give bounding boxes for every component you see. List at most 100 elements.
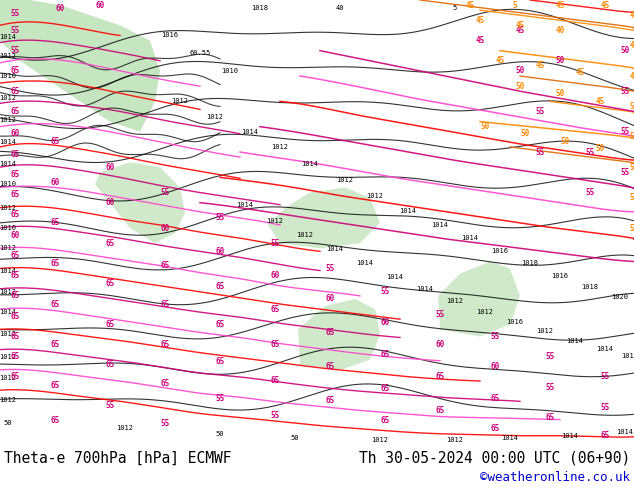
Text: 65: 65 [325, 362, 335, 371]
Text: 60: 60 [105, 163, 115, 172]
Text: 1020: 1020 [612, 294, 628, 300]
Text: 1014: 1014 [399, 208, 417, 214]
Text: 65: 65 [105, 279, 115, 288]
Text: 1012: 1012 [297, 232, 313, 238]
Text: 60: 60 [10, 231, 20, 240]
Text: 1012: 1012 [172, 98, 188, 104]
Text: 65: 65 [50, 381, 60, 390]
Text: 1018: 1018 [581, 284, 598, 290]
Text: 65: 65 [10, 67, 20, 75]
Text: 50: 50 [555, 89, 565, 98]
Polygon shape [0, 0, 160, 132]
Polygon shape [268, 188, 380, 248]
Text: 45: 45 [515, 26, 524, 35]
Text: 60: 60 [160, 223, 170, 233]
Text: 5: 5 [513, 0, 517, 10]
Text: 55: 55 [490, 332, 500, 341]
Text: 1012: 1012 [207, 114, 224, 120]
Text: 50: 50 [630, 193, 634, 202]
Text: 65: 65 [105, 360, 115, 369]
Text: 65: 65 [216, 357, 224, 367]
Text: 65: 65 [10, 292, 20, 300]
Text: 65: 65 [10, 87, 20, 96]
Text: 1014: 1014 [0, 309, 16, 315]
Text: 60: 60 [55, 3, 65, 13]
Text: 1012: 1012 [0, 397, 16, 403]
Text: 60: 60 [50, 178, 60, 187]
Text: 1016: 1016 [162, 32, 179, 39]
Text: 1012: 1012 [0, 117, 16, 122]
Text: 65: 65 [10, 251, 20, 260]
Text: 1014: 1014 [0, 34, 16, 41]
Text: 65: 65 [10, 170, 20, 179]
Text: 60: 60 [105, 198, 115, 207]
Text: 65: 65 [105, 320, 115, 329]
Text: 1014: 1014 [432, 222, 448, 228]
Polygon shape [438, 262, 520, 337]
Text: 1010: 1010 [0, 225, 16, 231]
Text: 1012: 1012 [337, 177, 354, 183]
Text: 50: 50 [291, 435, 299, 441]
Text: 1012: 1012 [446, 298, 463, 304]
Text: 1012: 1012 [446, 437, 463, 443]
Text: 65: 65 [600, 431, 610, 441]
Text: 55: 55 [585, 188, 595, 197]
Text: 50: 50 [216, 431, 224, 437]
Text: 65: 65 [10, 352, 20, 361]
Text: 65: 65 [50, 416, 60, 425]
Text: 65: 65 [270, 305, 280, 314]
Text: 50: 50 [521, 129, 529, 138]
Polygon shape [298, 299, 380, 370]
Text: 1012: 1012 [0, 53, 16, 59]
Text: 50: 50 [630, 132, 634, 141]
Text: 55: 55 [325, 264, 335, 273]
Text: 65: 65 [10, 149, 20, 159]
Text: 1018: 1018 [252, 5, 269, 11]
Text: 1014: 1014 [242, 129, 259, 135]
Text: 1012: 1012 [0, 95, 16, 101]
Text: 55: 55 [535, 147, 545, 156]
Text: 65: 65 [10, 312, 20, 320]
Text: 45: 45 [535, 61, 545, 71]
Text: 65: 65 [490, 424, 500, 433]
Text: 1014: 1014 [387, 273, 403, 280]
Text: 65: 65 [10, 332, 20, 341]
Text: 65: 65 [436, 372, 444, 382]
Text: 1014: 1014 [501, 435, 519, 441]
Text: 55: 55 [380, 287, 390, 296]
Text: 60: 60 [325, 294, 335, 303]
Text: 65: 65 [325, 328, 335, 337]
Text: 1010: 1010 [0, 73, 16, 79]
Text: 1012: 1012 [117, 425, 134, 431]
Text: 55: 55 [535, 107, 545, 116]
Text: Theta-e 700hPa [hPa] ECMWF: Theta-e 700hPa [hPa] ECMWF [4, 450, 231, 465]
Text: 1014: 1014 [562, 433, 578, 439]
Text: 65: 65 [325, 396, 335, 405]
Text: 45: 45 [476, 16, 484, 25]
Text: 1010: 1010 [0, 181, 16, 188]
Text: 50: 50 [630, 163, 634, 172]
Text: 45: 45 [630, 41, 634, 50]
Text: 1012: 1012 [0, 354, 16, 360]
Text: 55: 55 [270, 239, 280, 248]
Text: 55: 55 [10, 9, 20, 18]
Text: 1012: 1012 [271, 144, 288, 150]
Text: 65: 65 [50, 137, 60, 147]
Text: 45: 45 [595, 97, 605, 106]
Text: 55: 55 [621, 87, 630, 96]
Text: 50: 50 [595, 145, 605, 153]
Text: 65: 65 [10, 210, 20, 220]
Text: 1016: 1016 [507, 319, 524, 325]
Text: 1014: 1014 [616, 429, 633, 435]
Text: 45: 45 [495, 56, 505, 65]
Text: 65: 65 [50, 340, 60, 349]
Text: 1014: 1014 [567, 338, 583, 343]
Text: 1018: 1018 [522, 261, 538, 267]
Text: 45: 45 [600, 0, 610, 10]
Text: 65: 65 [10, 190, 20, 199]
Text: 55: 55 [436, 310, 444, 318]
Text: 1012: 1012 [0, 375, 16, 381]
Text: 50: 50 [515, 67, 524, 75]
Text: 1014: 1014 [0, 139, 16, 145]
Text: 1014: 1014 [236, 202, 254, 208]
